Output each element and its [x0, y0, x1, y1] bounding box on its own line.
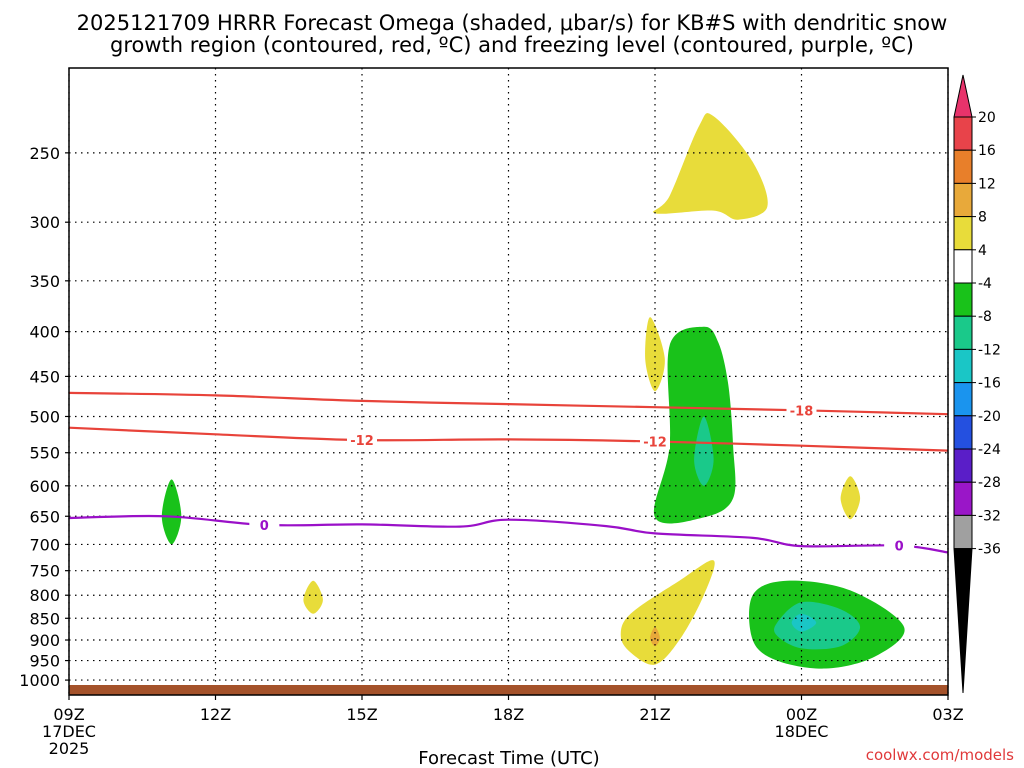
y-tick-label: 550 [29, 444, 60, 463]
x-tick-label: 00Z [786, 705, 817, 724]
colorbar-band [953, 514, 973, 550]
y-tick-label: 600 [29, 477, 60, 496]
y-tick-label: 800 [29, 586, 60, 605]
colorbar-label: -36 [978, 542, 1001, 558]
colorbar-band [953, 315, 973, 350]
colorbar-label: -24 [978, 442, 1001, 458]
colorbar-top-arrow [953, 74, 973, 118]
y-tick-label: 450 [29, 367, 60, 386]
colorbar-label: -4 [978, 276, 992, 292]
contour-label: 0 [895, 540, 904, 555]
omega-region [694, 416, 714, 486]
x-tick-label: 21Z [639, 705, 670, 724]
colorbar-label: -32 [978, 508, 1001, 524]
y-tick-label: 300 [29, 213, 60, 232]
contour-line [68, 426, 949, 452]
y-tick-label: 900 [29, 631, 60, 650]
y-tick-label: 250 [29, 144, 60, 163]
ground-strip [69, 685, 948, 695]
x-tick-label: 15Z [346, 705, 377, 724]
y-tick-label: 950 [29, 652, 60, 671]
omega-region [840, 476, 861, 520]
colorbar-band [953, 249, 973, 284]
contour-line [68, 514, 949, 554]
contour-label-bg [249, 516, 280, 533]
colorbar-label: 8 [978, 210, 987, 226]
x-tick-label: 18Z [493, 705, 524, 724]
y-tick-label: 850 [29, 609, 60, 628]
x-tick-label: 03Z [932, 705, 963, 724]
x-tick-label: 09Z [53, 705, 84, 724]
x-tick-label: 17DEC [42, 722, 96, 741]
colorbar: 20 16 12 8 4 -4 -8 -12 -16 -20 -24 -28 -32 -36 [953, 74, 1001, 694]
omega-region [653, 326, 736, 524]
colorbar-band [953, 481, 973, 516]
colorbar-band [953, 415, 973, 450]
colorbar-label: -28 [978, 475, 1001, 491]
colorbar-band [953, 149, 973, 184]
y-tick-label: 1000 [19, 671, 60, 690]
colorbar-label: 16 [978, 143, 996, 159]
contour-label-bg [347, 432, 377, 449]
colorbar-label: -8 [978, 309, 992, 325]
colorbar-bottom-arrow [953, 548, 973, 694]
colorbar-label: 20 [978, 110, 996, 126]
omega-region [161, 479, 182, 545]
contour-label: -12 [350, 434, 374, 449]
contour-label-bg [640, 433, 670, 450]
colorbar-band [953, 348, 973, 384]
omega-region [653, 113, 768, 220]
colorbar-label: 12 [978, 176, 996, 192]
y-axis: 250 300 350 400 450 500 550 600 650 700 750 800 850 9… [19, 144, 69, 690]
credit-text: coolwx.com/models [866, 746, 1014, 764]
x-axis-label: Forecast Time (UTC) [418, 748, 599, 768]
colorbar-band [953, 216, 973, 251]
contour-label: -12 [643, 435, 667, 450]
chart-title: 2025121709 HRRR Forecast Omega (shaded, … [77, 11, 948, 57]
colorbar-label: -20 [978, 409, 1001, 425]
omega-region [303, 580, 323, 614]
omega-shading [161, 113, 905, 669]
contour-label: 0 [260, 519, 269, 534]
y-tick-label: 700 [29, 535, 60, 554]
colorbar-band [953, 382, 973, 417]
omega-region [620, 560, 715, 665]
colorbar-label: -16 [978, 376, 1001, 392]
y-tick-label: 500 [29, 407, 60, 426]
omega-region [791, 613, 817, 632]
colorbar-band [953, 282, 973, 317]
x-tick-label: 2025 [49, 739, 90, 758]
title-line-1: 2025121709 HRRR Forecast Omega (shaded, … [77, 11, 948, 35]
y-tick-label: 650 [29, 507, 60, 526]
x-tick-label: 18DEC [775, 722, 829, 741]
colorbar-band [953, 448, 973, 483]
colorbar-label: -12 [978, 342, 1001, 358]
colorbar-band [953, 116, 973, 151]
y-tick-label: 750 [29, 562, 60, 581]
omega-region [645, 317, 665, 392]
colorbar-band [953, 182, 973, 218]
colorbar-label: 4 [978, 243, 987, 259]
grid-lines [68, 68, 949, 695]
title-line-2: growth region (contoured, red, ºC) and f… [110, 33, 914, 57]
contour-label-bg [786, 402, 817, 419]
y-tick-label: 350 [29, 272, 60, 291]
x-tick-label: 12Z [200, 705, 231, 724]
omega-region [774, 601, 861, 650]
contour-lines: -18 -12 -12 0 0 [68, 391, 949, 555]
contour-label: -18 [790, 404, 814, 419]
omega-region [650, 627, 660, 647]
contour-label-bg [884, 537, 915, 554]
y-tick-label: 400 [29, 323, 60, 342]
